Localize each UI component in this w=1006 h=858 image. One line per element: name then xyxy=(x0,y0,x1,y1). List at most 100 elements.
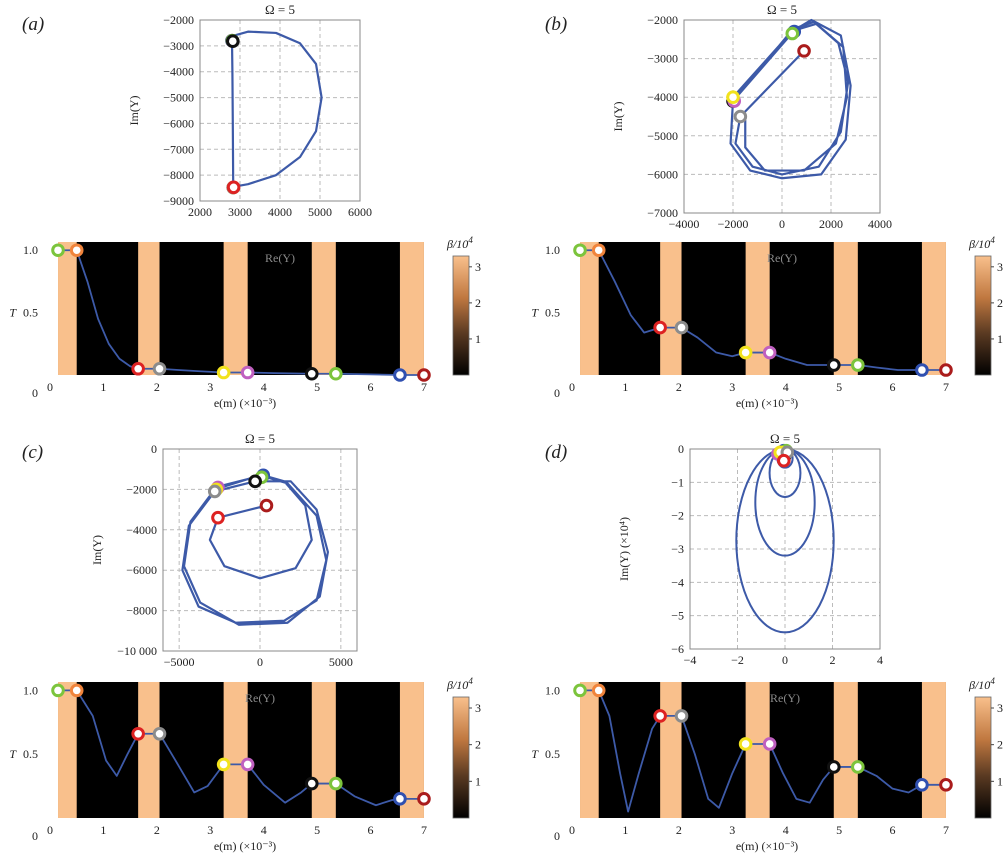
x-tick-label: −2 xyxy=(731,653,744,667)
y-axis-label: Im(Y) (×10⁴) xyxy=(617,517,631,581)
y-axis-label: T xyxy=(531,306,539,320)
high-beta-band xyxy=(311,682,336,818)
colorbar xyxy=(452,255,470,376)
high-beta-band xyxy=(921,682,946,818)
x-tick-label: 0 xyxy=(569,380,575,394)
y-tick-label: 0.5 xyxy=(545,747,560,761)
y-axis-label: T xyxy=(9,306,17,320)
x-tick-label: 0 xyxy=(47,823,53,837)
colorbar-tick-label: 2 xyxy=(475,738,481,752)
transmission-curve xyxy=(580,689,946,813)
state-marker xyxy=(211,510,225,525)
state-marker xyxy=(304,366,319,381)
panel-label: (a) xyxy=(22,14,44,35)
state-marker xyxy=(393,792,407,806)
state-marker xyxy=(393,368,407,382)
colorbar xyxy=(974,696,992,819)
colorbar-tick-label: 1 xyxy=(475,332,481,346)
colorbar-tick-label: 1 xyxy=(997,774,1003,788)
x-tick-label: 7 xyxy=(421,823,427,837)
x-tick-label: 4 xyxy=(783,823,789,837)
x-tick-label: 0 xyxy=(779,217,785,231)
high-beta-band xyxy=(921,242,946,375)
x-tick-label: −4000 xyxy=(669,217,700,231)
state-marker xyxy=(216,365,231,380)
x-tick-label: −2000 xyxy=(718,217,749,231)
x-tick-label: 4 xyxy=(877,653,883,667)
state-marker xyxy=(653,320,667,335)
x-tick-label: 1 xyxy=(622,823,628,837)
y-tick-label: −1 xyxy=(671,475,684,489)
high-beta-band xyxy=(223,682,248,818)
y-tick-label: 1.0 xyxy=(23,243,38,257)
x-tick-label: 4000 xyxy=(868,217,892,231)
x-tick-label: 6 xyxy=(890,380,896,394)
locus-curve xyxy=(181,474,329,626)
state-marker xyxy=(152,726,167,741)
y-tick-label: −7000 xyxy=(163,142,194,156)
locus-curve xyxy=(230,30,323,190)
high-beta-band xyxy=(138,242,160,375)
colorbar xyxy=(974,255,992,376)
x-tick-label: 6 xyxy=(368,380,374,394)
colorbar-tick-label: 2 xyxy=(997,738,1003,752)
x-axis-label: e(m) (×10⁻³) xyxy=(214,396,276,410)
x-tick-label: 5 xyxy=(836,380,842,394)
state-marker xyxy=(851,358,865,372)
x-tick-label: 6 xyxy=(368,823,374,837)
colorbar-tick-label: 2 xyxy=(475,296,481,310)
y-tick-label: −9000 xyxy=(163,194,194,208)
state-marker xyxy=(573,243,587,258)
high-beta-band xyxy=(833,242,858,375)
state-marker xyxy=(417,792,431,806)
state-marker xyxy=(216,757,231,772)
chart-title: Ω = 5 xyxy=(265,2,295,17)
state-marker xyxy=(226,34,240,49)
high-beta-band xyxy=(745,682,770,818)
y-tick-label: −4000 xyxy=(647,90,678,104)
state-marker xyxy=(674,709,689,723)
state-marker xyxy=(762,737,777,751)
y-tick-label: −5 xyxy=(671,609,684,623)
state-marker xyxy=(826,358,841,372)
x-tick-label: 5 xyxy=(836,823,842,837)
x-tick-label: 6000 xyxy=(348,205,372,219)
state-marker xyxy=(738,345,753,360)
x-tick-label: 7 xyxy=(421,380,427,394)
y-tick-label: 1.0 xyxy=(545,683,560,697)
y-tick-label: 0.5 xyxy=(545,306,560,320)
x-tick-label: 2 xyxy=(154,823,160,837)
y-axis-label: Im(Y) xyxy=(127,96,141,126)
x-tick-label: 2000 xyxy=(819,217,843,231)
x-tick-label: 6 xyxy=(890,823,896,837)
y-tick-label: −3000 xyxy=(647,52,678,66)
state-marker xyxy=(851,760,865,774)
y-tick-label: −2000 xyxy=(163,13,194,27)
x-tick-label: 1 xyxy=(100,380,106,394)
y-tick-label-zero: 0 xyxy=(554,386,560,400)
y-tick-label: 0.5 xyxy=(23,306,38,320)
state-marker xyxy=(939,778,953,792)
x-tick-label: 4 xyxy=(261,823,267,837)
x-tick-label: 5000 xyxy=(329,655,353,669)
colorbar-label-exponent: 4 xyxy=(468,676,473,686)
state-marker xyxy=(915,778,929,792)
state-marker xyxy=(69,243,84,258)
y-tick-label: −8000 xyxy=(163,168,194,182)
high-beta-band xyxy=(58,242,77,375)
colorbar-label: β/104 xyxy=(968,676,995,692)
colorbar-tick-label: 3 xyxy=(475,260,481,274)
state-marker xyxy=(226,180,241,195)
y-tick-label: −4 xyxy=(671,575,684,589)
x-tick-label: 2 xyxy=(154,380,160,394)
high-beta-band xyxy=(660,682,682,818)
x-tick-label: 0 xyxy=(257,655,263,669)
x-tick-label: 0 xyxy=(569,823,575,837)
state-marker xyxy=(51,243,65,258)
x-axis-label: e(m) (×10⁻³) xyxy=(736,396,798,410)
state-marker xyxy=(591,683,606,698)
